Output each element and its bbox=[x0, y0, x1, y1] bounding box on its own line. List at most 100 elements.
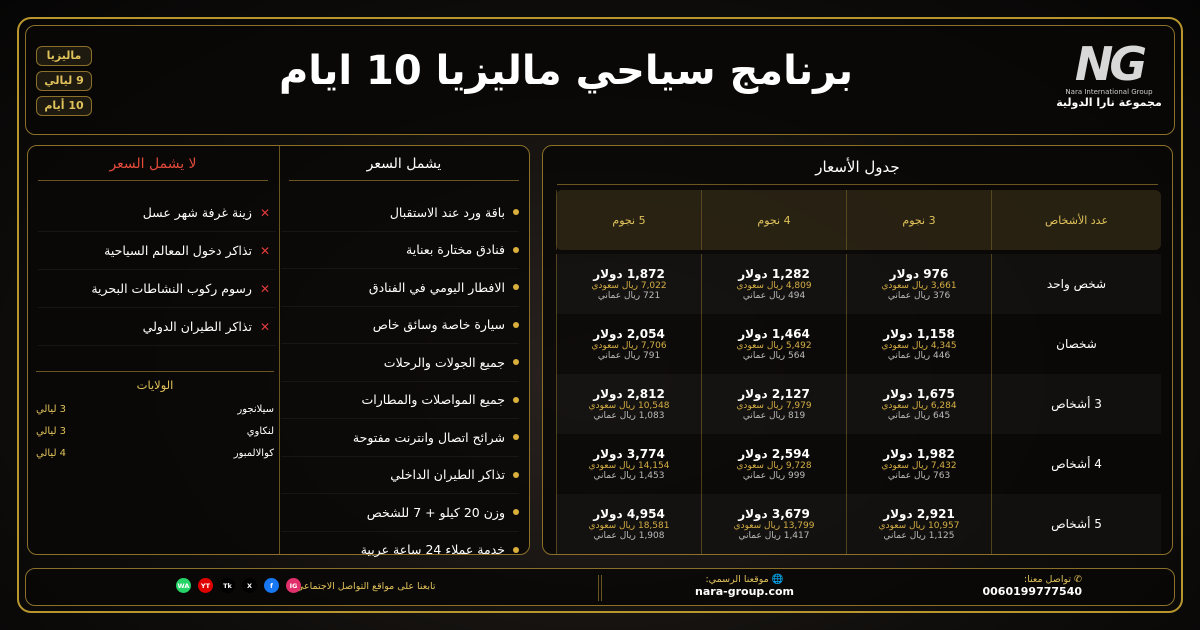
exclude-item: ✕ تذاكر الطيران الدولي bbox=[38, 308, 276, 346]
social-x-icon[interactable]: X bbox=[242, 578, 257, 593]
price-sar: 9,728 ريال سعودي bbox=[736, 461, 812, 471]
social-label: تابعنا على مواقع التواصل الاجتماعي bbox=[296, 581, 436, 592]
bullet-icon bbox=[513, 284, 519, 291]
header-5-stars: 5 نجوم bbox=[556, 190, 701, 250]
bullet-icon bbox=[513, 321, 519, 328]
include-text: جميع الجولات والرحلات bbox=[383, 354, 505, 370]
logo: NG Nara International Group مجموعة نارا … bbox=[1054, 40, 1164, 109]
social-yt-icon[interactable]: YT bbox=[198, 578, 213, 593]
social-f-icon[interactable]: f bbox=[264, 578, 279, 593]
bullet-icon bbox=[513, 471, 519, 478]
price-usd: 3,679 دولار bbox=[738, 507, 810, 521]
price-cell: 3,679 دولار 13,799 ريال سعودي 1,417 ريال ع… bbox=[701, 494, 846, 554]
state-nights: 4 ليالي bbox=[36, 447, 67, 459]
footer-divider bbox=[598, 575, 599, 601]
excludes-list: ✕ زينة غرفة شهر عسل ✕ تذاكر دخول المعالم ال… bbox=[38, 194, 276, 346]
phone-number[interactable]: 0060199777540 bbox=[982, 585, 1083, 598]
price-omr: 763 ريال عماني bbox=[887, 471, 951, 481]
price-cell: 2,921 دولار 10,957 ريال سعودي 1,125 ريال ع… bbox=[846, 494, 991, 554]
website-link[interactable]: nara-group.com bbox=[695, 585, 794, 598]
includes-title: يشمل السعر bbox=[289, 156, 519, 181]
inclusions-panel: يشمل السعر لا يشمل السعر باقة ورد عند ال… bbox=[27, 145, 530, 569]
header-persons: عدد الأشخاص bbox=[991, 190, 1161, 250]
price-sar: 10,957 ريال سعودي bbox=[878, 521, 960, 531]
badge-nights: 9 ليالي bbox=[36, 71, 92, 91]
include-item: شرائح اتصال وانترنت مفتوحة bbox=[281, 419, 519, 457]
include-text: فنادق مختارة بعناية bbox=[406, 242, 505, 258]
persons-cell: 4 أشخاص bbox=[991, 434, 1161, 494]
phone-icon: ✆ bbox=[1071, 574, 1082, 585]
exclude-text: تذاكر الطيران الدولي bbox=[142, 319, 252, 334]
price-omr: 1,083 ريال عماني bbox=[593, 411, 665, 421]
table-header: عدد الأشخاص 3 نجوم 4 نجوم 5 نجوم bbox=[556, 190, 1161, 250]
price-cell: 1,675 دولار 6,284 ريال سعودي 645 ريال عمان… bbox=[846, 374, 991, 434]
price-omr: 791 ريال عماني bbox=[597, 351, 661, 361]
excludes-title: لا يشمل السعر bbox=[38, 156, 268, 181]
social-wa-icon[interactable]: WA bbox=[176, 578, 191, 593]
price-usd: 1,675 دولار bbox=[883, 387, 955, 401]
exclude-text: رسوم ركوب النشاطات البحرية bbox=[91, 281, 252, 296]
include-item: جميع الجولات والرحلات bbox=[281, 344, 519, 382]
state-nights: 3 ليالي bbox=[36, 403, 67, 415]
price-sar: 4,809 ريال سعودي bbox=[736, 281, 812, 291]
bullet-icon bbox=[513, 509, 519, 516]
include-item: جميع المواصلات والمطارات bbox=[281, 382, 519, 419]
price-omr: 819 ريال عماني bbox=[742, 411, 806, 421]
price-sar: 7,706 ريال سعودي bbox=[591, 341, 667, 351]
social-tk-icon[interactable]: Tk bbox=[220, 578, 235, 593]
price-cell: 2,054 دولار 7,706 ريال سعودي 791 ريال عمان… bbox=[556, 314, 701, 374]
include-item: الافطار اليومي في الفنادق bbox=[281, 269, 519, 307]
price-usd: 2,812 دولار bbox=[593, 387, 665, 401]
price-usd: 3,774 دولار bbox=[593, 447, 665, 461]
bullet-icon bbox=[513, 209, 519, 216]
include-text: الافطار اليومي في الفنادق bbox=[368, 279, 505, 295]
include-item: خدمة عملاء 24 ساعة عربية bbox=[281, 532, 519, 569]
logo-arabic: مجموعة نارا الدولية bbox=[1056, 96, 1162, 109]
exclude-item: ✕ زينة غرفة شهر عسل bbox=[38, 194, 276, 232]
pricing-panel: جدول الأسعار عدد الأشخاص 3 نجوم 4 نجوم 5… bbox=[542, 145, 1173, 555]
includes-list: باقة ورد عند الاستقبال فنادق مختارة بعناي… bbox=[281, 194, 519, 569]
persons-cell: 5 أشخاص bbox=[991, 494, 1161, 554]
include-text: باقة ورد عند الاستقبال bbox=[389, 204, 505, 220]
price-cell: 976 دولار 3,661 ريال سعودي 376 ريال عماني bbox=[846, 254, 991, 314]
exclude-item: ✕ رسوم ركوب النشاطات البحرية bbox=[38, 270, 276, 308]
state-name: سيلانجور bbox=[237, 403, 274, 415]
header-4-stars: 4 نجوم bbox=[701, 190, 846, 250]
state-row: لنكاوي 3 ليالي bbox=[36, 420, 274, 442]
divider bbox=[279, 146, 280, 554]
price-omr: 1,453 ريال عماني bbox=[593, 471, 665, 481]
states-title: الولايات bbox=[136, 378, 174, 392]
include-text: وزن 20 كيلو + 7 للشخص bbox=[366, 504, 505, 520]
price-cell: 1,282 دولار 4,809 ريال سعودي 494 ريال عمان… bbox=[701, 254, 846, 314]
include-text: تذاكر الطيران الداخلي bbox=[390, 467, 505, 483]
include-text: سيارة خاصة وسائق خاص bbox=[372, 317, 505, 333]
price-sar: 7,432 ريال سعودي bbox=[881, 461, 957, 471]
price-usd: 2,921 دولار bbox=[883, 507, 955, 521]
price-omr: 721 ريال عماني bbox=[597, 291, 661, 301]
table-row: شخص واحد 976 دولار 3,661 ريال سعودي 376 ريا… bbox=[556, 254, 1161, 314]
globe-icon: 🌐 bbox=[768, 574, 784, 585]
bullet-icon bbox=[513, 396, 519, 403]
include-text: جميع المواصلات والمطارات bbox=[361, 392, 506, 408]
logo-mark: NG bbox=[1074, 37, 1147, 91]
price-usd: 1,982 دولار bbox=[883, 447, 955, 461]
table-row: 4 أشخاص 1,982 دولار 7,432 ريال سعودي 763 ري… bbox=[556, 434, 1161, 494]
pricing-table: عدد الأشخاص 3 نجوم 4 نجوم 5 نجوم شخص واح… bbox=[556, 190, 1161, 554]
header-3-stars: 3 نجوم bbox=[846, 190, 991, 250]
website-label: موقعنا الرسمي: bbox=[705, 574, 769, 585]
price-omr: 376 ريال عماني bbox=[887, 291, 951, 301]
price-usd: 1,464 دولار bbox=[738, 327, 810, 341]
exclude-text: تذاكر دخول المعالم السياحية bbox=[104, 243, 252, 258]
price-usd: 2,127 دولار bbox=[738, 387, 810, 401]
price-omr: 645 ريال عماني bbox=[887, 411, 951, 421]
price-sar: 7,022 ريال سعودي bbox=[591, 281, 667, 291]
price-omr: 1,125 ريال عماني bbox=[883, 531, 955, 541]
price-cell: 1,158 دولار 4,345 ريال سعودي 446 ريال عمان… bbox=[846, 314, 991, 374]
price-cell: 1,982 دولار 7,432 ريال سعودي 763 ريال عمان… bbox=[846, 434, 991, 494]
price-sar: 4,345 ريال سعودي bbox=[881, 341, 957, 351]
include-item: باقة ورد عند الاستقبال bbox=[281, 194, 519, 232]
pricing-title: جدول الأسعار bbox=[557, 158, 1158, 185]
price-omr: 564 ريال عماني bbox=[742, 351, 806, 361]
social-ig-icon[interactable]: IG bbox=[286, 578, 301, 593]
include-text: خدمة عملاء 24 ساعة عربية bbox=[360, 542, 505, 558]
